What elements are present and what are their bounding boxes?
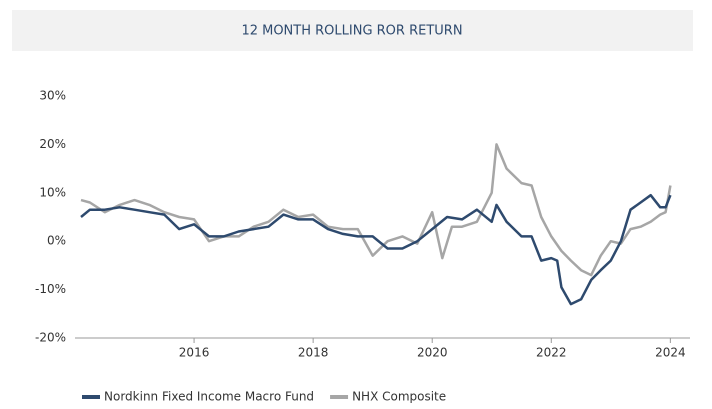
- x-tick-label: 2020: [417, 346, 448, 360]
- series-line: [80, 143, 672, 277]
- x-tick-label: 2016: [179, 346, 210, 360]
- y-tick-label: 10%: [39, 185, 66, 199]
- legend-label: Nordkinn Fixed Income Macro Fund: [104, 390, 314, 404]
- x-tick-label: 2018: [298, 346, 329, 360]
- y-tick-label: 20%: [39, 137, 66, 151]
- y-tick-label: 0%: [47, 234, 66, 248]
- y-tick-label: 30%: [39, 89, 66, 103]
- y-tick-label: -10%: [35, 282, 66, 296]
- y-tick-label: -20%: [35, 331, 66, 345]
- legend-label: NHX Composite: [352, 390, 446, 404]
- x-tick-label: 2024: [655, 346, 686, 360]
- chart-title: 12 MONTH ROLLING ROR RETURN: [241, 24, 462, 39]
- x-tick-label: 2022: [536, 346, 567, 360]
- title-bar: [12, 10, 693, 51]
- series-line: [80, 193, 672, 306]
